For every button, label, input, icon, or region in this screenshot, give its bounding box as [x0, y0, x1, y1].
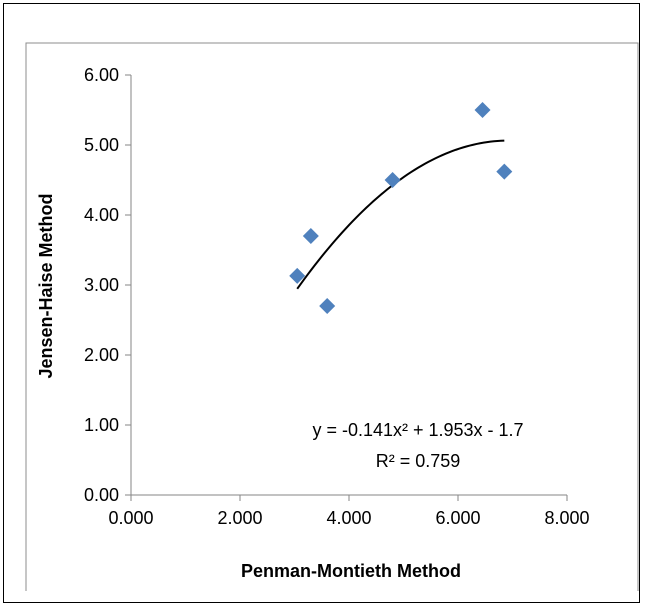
- trendline-layer: [296, 139, 505, 290]
- x-tick-label: 4.000: [326, 508, 371, 528]
- y-tick-label: 2.00: [84, 345, 119, 365]
- y-tick-label: 5.00: [84, 135, 119, 155]
- x-axis: 0.000 2.000 4.000 6.000 8.000: [108, 494, 590, 528]
- plot-area-border: [25, 42, 639, 591]
- x-tick-label: 8.000: [544, 508, 589, 528]
- data-point: [384, 172, 401, 188]
- data-point: [302, 228, 319, 244]
- data-point: [289, 267, 306, 284]
- data-point: [496, 163, 513, 180]
- data-point: [319, 298, 336, 314]
- x-axis-title: Penman-Montieth Method: [241, 561, 461, 581]
- y-axis: 0.00 1.00 2.00 3.00 4.00 5.00 6.00: [84, 65, 132, 505]
- y-tick-label: 0.00: [84, 485, 119, 505]
- trendline-equation: y = -0.141x² + 1.953x - 1.7: [312, 420, 523, 440]
- y-axis-title: Jensen-Haise Method: [36, 193, 56, 378]
- trendline-r-squared: R² = 0.759: [376, 451, 461, 471]
- x-tick-label: 0.000: [108, 508, 153, 528]
- trendline: [296, 139, 505, 290]
- y-tick-label: 1.00: [84, 415, 119, 435]
- y-tick-label: 6.00: [84, 65, 119, 85]
- x-tick-label: 2.000: [217, 508, 262, 528]
- y-tick-label: 3.00: [84, 275, 119, 295]
- data-point: [474, 102, 491, 118]
- y-tick-label: 4.00: [84, 205, 119, 225]
- x-tick-label: 6.000: [435, 508, 480, 528]
- points-layer: [289, 102, 513, 314]
